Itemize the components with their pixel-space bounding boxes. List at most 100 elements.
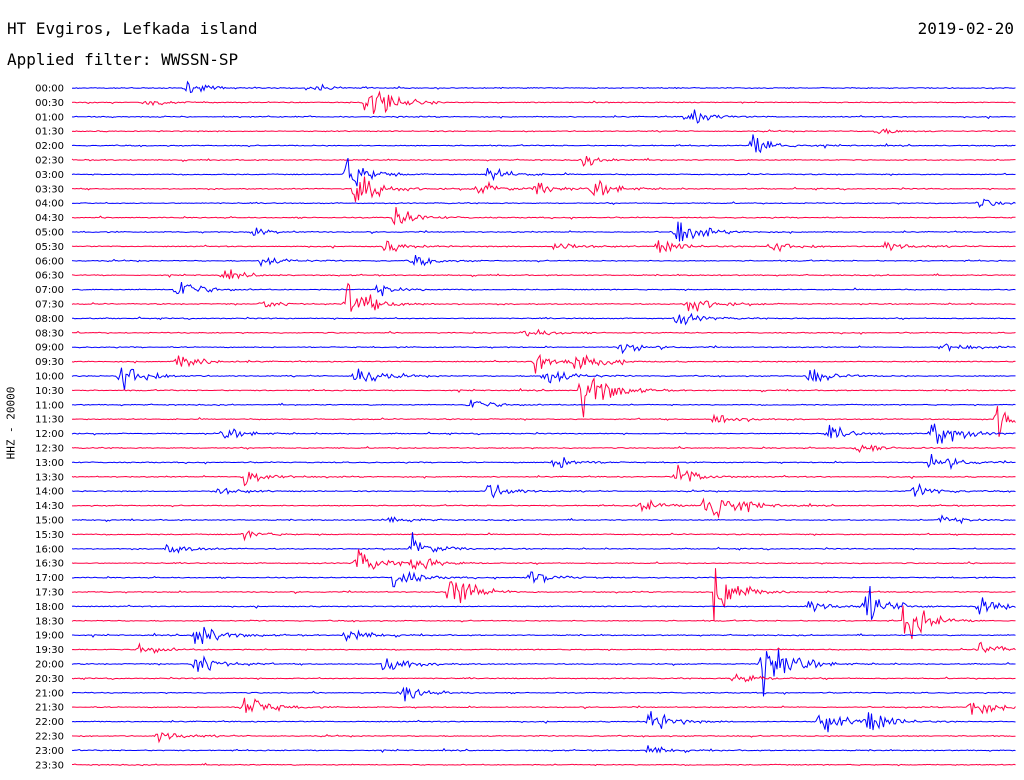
time-tick-label: 05:00	[35, 228, 64, 239]
trace-line	[71, 269, 1016, 280]
trace-line	[71, 221, 1016, 242]
trace-line	[71, 464, 1016, 487]
trace-line	[72, 497, 1016, 519]
trace-line	[71, 282, 1016, 312]
trace-line	[71, 406, 1016, 437]
date-label: 2019-02-20	[917, 19, 1014, 38]
time-tick-label: 06:30	[35, 271, 64, 282]
time-tick-label: 17:00	[35, 573, 64, 584]
trace-line	[72, 207, 1016, 226]
time-tick-label: 17:30	[35, 588, 64, 599]
station-title: HT Evgiros, Lefkada island	[7, 19, 258, 38]
time-tick-label: 16:00	[35, 544, 64, 555]
time-tick-label: 12:00	[35, 429, 64, 440]
trace-line	[71, 745, 1016, 754]
trace-line	[71, 254, 1016, 268]
time-tick-label: 08:30	[35, 328, 64, 339]
time-tick-label: 06:00	[35, 256, 64, 267]
trace-line	[71, 514, 1016, 525]
time-tick-label: 23:30	[35, 760, 64, 771]
trace-line	[71, 568, 1016, 621]
time-tick-label: 01:00	[35, 112, 64, 123]
time-tick-label: 22:00	[35, 717, 64, 728]
trace-line	[72, 762, 1016, 767]
time-tick-label: 02:00	[35, 141, 64, 152]
trace-line	[71, 423, 1016, 444]
time-tick-label: 21:00	[35, 688, 64, 699]
time-tick-label: 23:00	[35, 746, 64, 757]
trace-line	[71, 641, 1016, 655]
time-tick-label: 18:30	[35, 616, 64, 627]
trace-line	[72, 312, 1016, 326]
time-tick-label: 14:00	[35, 487, 64, 498]
trace-line	[71, 697, 1016, 715]
trace-line	[71, 157, 1016, 187]
trace-line	[72, 570, 1016, 588]
trace-line	[72, 626, 1016, 645]
tick-label-group: 00:00 00:30 01:00 01:30 02:00 02:30 03:00 03:30…	[35, 84, 64, 772]
time-tick-label: 20:00	[35, 660, 64, 671]
trace-line	[72, 530, 1016, 542]
time-tick-label: 18:00	[35, 602, 64, 613]
trace-line	[71, 109, 1016, 124]
time-tick-label: 16:30	[35, 559, 64, 570]
time-tick-label: 22:30	[35, 732, 64, 743]
filter-label: Applied filter: WWSSN-SP	[7, 50, 239, 69]
time-tick-label: 21:30	[35, 703, 64, 714]
trace-line	[71, 240, 1016, 253]
trace-line	[71, 343, 1016, 355]
time-tick-label: 15:00	[35, 516, 64, 527]
trace-line	[71, 90, 1016, 114]
trace-line	[71, 686, 1016, 702]
time-tick-label: 00:00	[35, 84, 64, 95]
time-tick-label: 13:00	[35, 458, 64, 469]
time-tick-label: 03:30	[35, 184, 64, 195]
trace-line	[71, 198, 1016, 208]
trace-line	[71, 155, 1016, 167]
time-tick-label: 01:30	[35, 127, 64, 138]
trace-line	[71, 399, 1016, 408]
time-tick-label: 20:30	[35, 674, 64, 685]
trace-line	[72, 176, 1016, 202]
trace-line	[71, 532, 1016, 554]
trace-line	[71, 376, 1016, 418]
time-tick-label: 03:00	[35, 170, 64, 181]
trace-line	[71, 585, 1016, 620]
trace-line	[71, 134, 1016, 154]
trace-line	[71, 353, 1016, 374]
time-tick-label: 07:30	[35, 300, 64, 311]
trace-line	[71, 711, 1016, 733]
time-tick-label: 19:30	[35, 645, 64, 656]
time-tick-label: 04:00	[35, 199, 64, 210]
time-tick-label: 10:30	[35, 386, 64, 397]
time-tick-label: 11:00	[35, 400, 64, 411]
trace-line	[71, 282, 1016, 297]
trace-line	[71, 454, 1016, 471]
time-tick-label: 10:00	[35, 372, 64, 383]
time-tick-label: 08:00	[35, 314, 64, 325]
trace-line	[71, 367, 1016, 391]
time-tick-label: 14:30	[35, 501, 64, 512]
trace-line	[71, 80, 1016, 94]
time-tick-label: 13:30	[35, 472, 64, 483]
time-tick-label: 02:30	[35, 156, 64, 167]
trace-line	[71, 127, 1016, 135]
trace-line	[71, 444, 1016, 453]
time-tick-label: 12:30	[35, 444, 64, 455]
trace-group	[71, 80, 1016, 767]
time-tick-label: 15:30	[35, 530, 64, 541]
time-tick-label: 09:00	[35, 343, 64, 354]
trace-line	[71, 482, 1016, 499]
trace-line	[71, 732, 1016, 744]
trace-line	[71, 549, 1016, 571]
time-tick-label: 07:00	[35, 285, 64, 296]
time-tick-label: 00:30	[35, 98, 64, 109]
trace-line	[71, 649, 1016, 697]
time-tick-label: 19:00	[35, 631, 64, 642]
time-tick-label: 04:30	[35, 213, 64, 224]
time-tick-label: 11:30	[35, 415, 64, 426]
time-tick-label: 09:30	[35, 357, 64, 368]
time-tick-label: 05:30	[35, 242, 64, 253]
trace-line	[71, 328, 1016, 337]
